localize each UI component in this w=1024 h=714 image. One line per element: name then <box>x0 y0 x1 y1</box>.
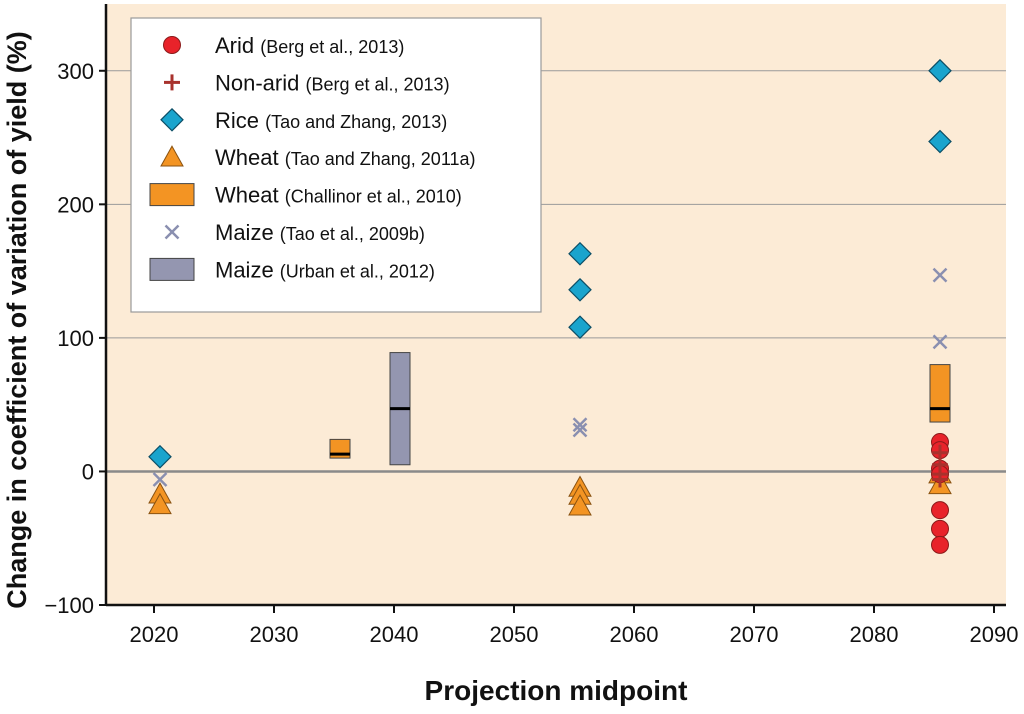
x-tick-label: 2030 <box>250 622 299 647</box>
data-point-circle <box>931 519 949 538</box>
data-point-diamond <box>568 241 592 266</box>
y-tick-label: 200 <box>57 192 94 217</box>
range-box <box>389 352 411 466</box>
axes: −100 0 100 200 300 2020 2030 2040 2050 2060 2070 20… <box>44 4 1018 647</box>
legend-marker-diamond <box>160 107 184 132</box>
legend-label: Maize (Urban et al., 2012) <box>215 257 435 282</box>
legend-marker-x <box>164 224 180 240</box>
legend-label: Arid (Berg et al., 2013) <box>215 33 404 58</box>
data-point-circle <box>931 501 949 520</box>
data-point-triangle <box>148 492 172 515</box>
data-point-diamond <box>568 277 592 302</box>
y-tick-label: 300 <box>57 59 94 84</box>
x-tick-label: 2080 <box>850 622 899 647</box>
legend-label: Non-arid (Berg et al., 2013) <box>215 70 450 95</box>
x-tick-label: 2050 <box>490 622 539 647</box>
y-axis-title: Change in coefficient of variation of yi… <box>2 31 32 609</box>
data-point-x <box>932 267 948 283</box>
legend-label: Wheat (Tao and Zhang, 2011a) <box>215 145 476 170</box>
range-box <box>929 364 951 423</box>
legend-marker-plus <box>164 74 180 91</box>
x-tick-label: 2040 <box>370 622 419 647</box>
data-point-diamond <box>928 58 952 83</box>
data-point-x <box>572 422 588 438</box>
data-point-plus <box>932 471 948 488</box>
legend-swatch-box <box>149 257 195 281</box>
x-axis-title: Projection midpoint <box>425 675 688 706</box>
range-box <box>329 438 351 459</box>
legend-label: Rice (Tao and Zhang, 2013) <box>215 108 447 133</box>
data-point-x <box>572 417 588 433</box>
x-tick-label: 2070 <box>730 622 779 647</box>
data-point-x <box>932 334 948 350</box>
legend-marker-circle <box>163 36 181 54</box>
y-tick-label: 0 <box>82 459 94 484</box>
x-tick-label: 2060 <box>610 622 659 647</box>
legend-label: Maize (Tao et al., 2009b) <box>215 220 425 245</box>
legend-label: Wheat (Challinor et al., 2010) <box>215 183 462 208</box>
data-point-diamond <box>148 444 172 469</box>
data-point-triangle <box>568 494 592 516</box>
data-point-diamond <box>568 315 592 340</box>
legend-marker-triangle <box>160 145 184 167</box>
y-tick-label: −100 <box>44 593 94 618</box>
data-point-diamond <box>928 129 952 154</box>
legend-swatch-box <box>149 183 195 207</box>
data-point-circle <box>931 535 949 554</box>
x-tick-label: 2090 <box>970 622 1019 647</box>
legend: Arid (Berg et al., 2013) Non-arid (Berg e… <box>130 17 542 313</box>
legend-box <box>130 17 542 313</box>
y-tick-label: 100 <box>57 326 94 351</box>
x-tick-label: 2020 <box>130 622 179 647</box>
data-point-x <box>152 472 168 487</box>
data-marks <box>148 58 952 554</box>
